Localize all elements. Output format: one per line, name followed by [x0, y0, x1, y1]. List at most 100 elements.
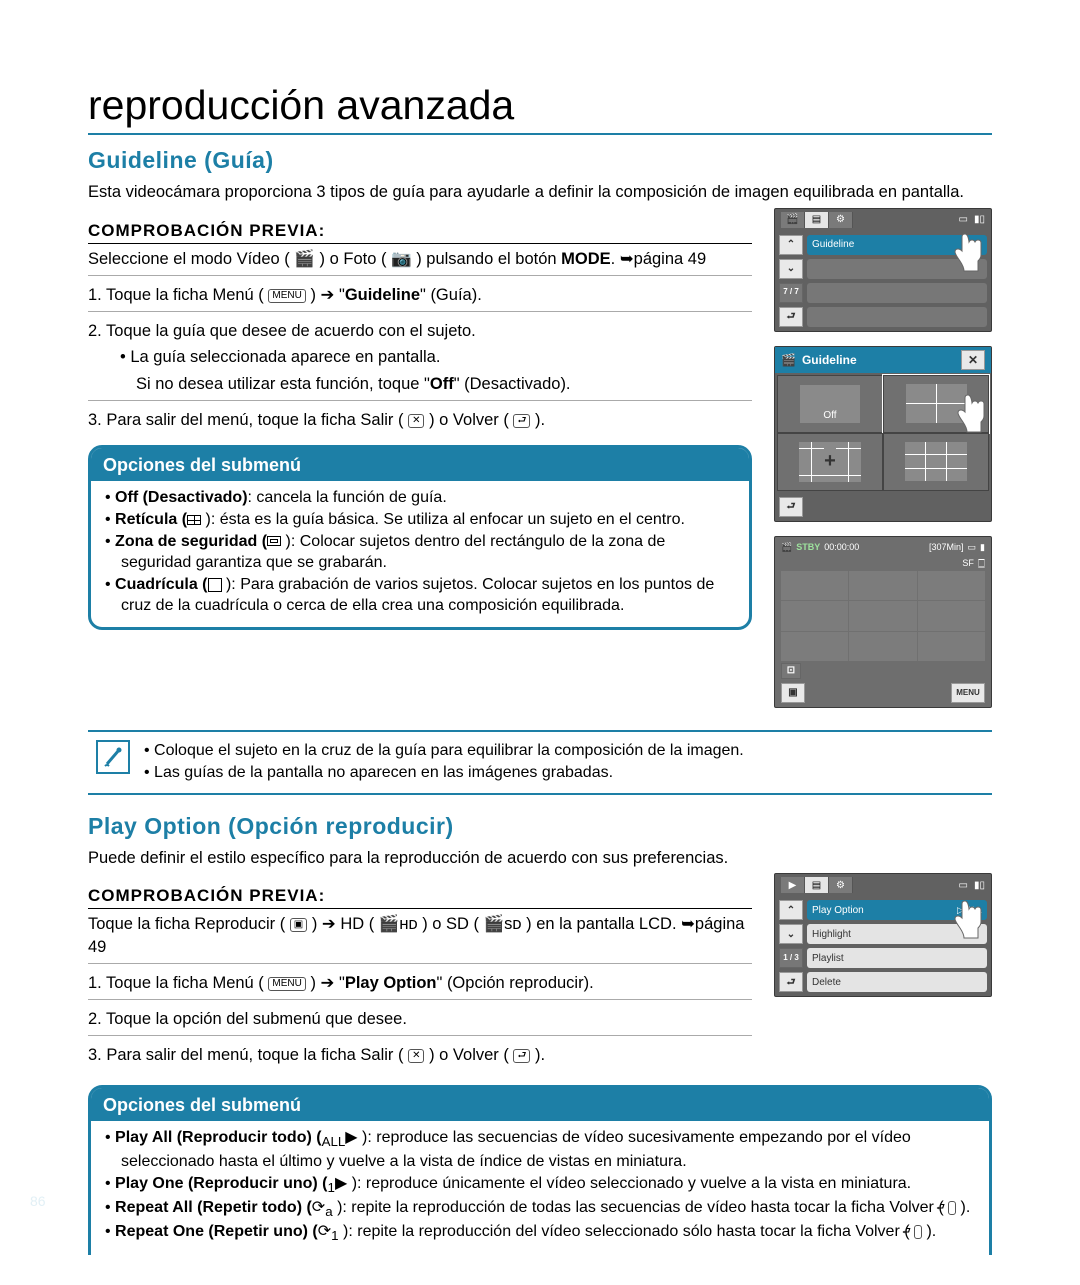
sd-icon: 🎬sᴅ — [484, 915, 522, 933]
guideline-intro: Esta videocámara proporciona 3 tipos de … — [88, 181, 992, 203]
safezone-icon — [267, 536, 281, 546]
page-number: 86 — [30, 1192, 46, 1211]
section-guideline-heading: Guideline (Guía) — [88, 145, 992, 176]
card-icon: ▭ — [959, 213, 968, 227]
back-icon: ⮐ — [914, 1225, 922, 1239]
play-menu-panel: ▶ ▤ ⚙ ▭ ▮▯ ⌃ Play Option▷ ALL ⌄ Highligh… — [774, 873, 992, 997]
battery-icon: ▮ — [980, 541, 985, 553]
size-icon: 🀆 — [978, 557, 985, 569]
video-icon: 🎬 — [294, 250, 315, 268]
option-play-all: Play All (Reproducir todo) (ALL▶ ): repr… — [121, 1127, 975, 1173]
play-precheck-line: Toque la ficha Reproducir ( ▣ ) ➔ HD ( 🎬… — [88, 913, 752, 958]
menu-icon: MENU — [268, 289, 305, 303]
play-icon: ▣ — [290, 918, 307, 932]
back-icon: ⮐ — [513, 414, 530, 428]
info-icon — [96, 740, 130, 774]
menu-icon: MENU — [268, 977, 305, 991]
grid-icon — [208, 578, 222, 592]
back-icon: ⮐ — [948, 1201, 956, 1215]
focus-icon: ⊡ — [781, 663, 801, 679]
play-options-box: Opciones del submenú Play All (Reproduci… — [88, 1085, 992, 1256]
standby-panel: 🎬 STBY 00:00:00 [307Min] ▭ ▮ SF 🀆 ⊡ ▣ ME… — [774, 536, 992, 708]
quality-icon: SF — [962, 557, 974, 569]
guideline-option-off: Off — [777, 375, 883, 433]
remaining-time: [307Min] — [929, 541, 964, 553]
option-play-one: Play One (Reproducir uno) (1▶ ): reprodu… — [121, 1173, 975, 1197]
options-heading: Opciones del submenú — [91, 1088, 989, 1121]
hd-icon: 🎬ʜᴅ — [379, 915, 418, 933]
step-3: 3. Para salir del menú, toque la ficha S… — [88, 409, 752, 431]
guideline-preview-grid — [781, 571, 985, 661]
guideline-options-box: Opciones del submenú Off (Desactivado): … — [88, 445, 752, 630]
finger-icon — [947, 896, 987, 941]
info-item-1: Coloque el sujeto en la cruz de la guía … — [160, 740, 744, 762]
tab-settings-icon: ⚙ — [829, 877, 853, 893]
play-intro: Puede definir el estilo específico para … — [88, 847, 992, 869]
reticle-icon — [187, 515, 201, 525]
tab-strip: 🎬 ▤ ⚙ — [781, 212, 853, 228]
close-button: ✕ — [961, 350, 985, 370]
finger-icon — [950, 390, 990, 435]
play-step-3: 3. Para salir del menú, toque la ficha S… — [88, 1044, 752, 1066]
menu-item-delete: Delete — [807, 972, 987, 992]
back-button: ⮐ — [779, 972, 803, 992]
option-reticle: Retícula ( ): ésta es la guía básica. Se… — [121, 509, 735, 531]
guideline-select-panel: 🎬 Guideline ✕ Off + ⮐ — [774, 346, 992, 522]
tab-settings-icon: ⚙ — [829, 212, 853, 228]
info-box: Coloque el sujeto en la cruz de la guía … — [88, 730, 992, 795]
photo-icon: 📷 — [391, 250, 412, 268]
step-2-bullet-2: Si no desea utilizar esta función, toque… — [136, 373, 752, 395]
battery-icon: ▮▯ — [974, 213, 985, 227]
finger-icon — [947, 229, 987, 274]
tab-play-icon: ▶ — [781, 877, 805, 893]
tab-list-icon: ▤ — [805, 877, 829, 893]
back-button: ⮐ — [779, 307, 803, 327]
menu-button: MENU — [951, 683, 985, 703]
precheck-label: COMPROBACIÓN PREVIA: — [88, 885, 752, 909]
option-repeat-all: Repeat All (Repetir todo) (⟳a ): repite … — [121, 1197, 975, 1221]
close-icon: ✕ — [408, 1049, 424, 1063]
section-play-heading: Play Option (Opción reproducir) — [88, 811, 992, 842]
option-grid: Cuadrícula ( ): Para grabación de varios… — [121, 574, 735, 617]
play-step-2: 2. Toque la opción del submenú que desee… — [88, 1008, 752, 1030]
options-heading: Opciones del submenú — [91, 448, 749, 481]
up-button: ⌃ — [779, 235, 803, 255]
page-indicator: 7 / 7 — [779, 283, 803, 303]
option-repeat-one: Repeat One (Repetir uno) (⟳1 ): repite l… — [121, 1221, 975, 1245]
option-safezone: Zona de seguridad ( ): Colocar sujetos d… — [121, 531, 735, 574]
camera-menu-panel: 🎬 ▤ ⚙ ▭ ▮▯ ⌃ Guideline ▷⊞ ⌄ — [774, 208, 992, 332]
down-button: ⌄ — [779, 259, 803, 279]
tab-list-icon: ▤ — [805, 212, 829, 228]
step-1: 1. Toque la ficha Menú ( MENU ) ➔ "Guide… — [88, 284, 752, 306]
guideline-option-safezone: + — [777, 433, 883, 491]
step-2: 2. Toque la guía que desee de acuerdo co… — [88, 320, 752, 342]
close-icon: ✕ — [408, 414, 424, 428]
battery-icon: ▮▯ — [974, 879, 985, 893]
tab-video-icon: 🎬 — [781, 212, 805, 228]
step-2-bullet-1: La guía seleccionada aparece en pantalla… — [136, 346, 752, 368]
guideline-option-cross — [883, 375, 989, 433]
guideline-option-grid — [883, 433, 989, 491]
page-title: reproducción avanzada — [88, 78, 992, 135]
page-indicator: 1 / 3 — [779, 948, 803, 968]
video-icon: 🎬 — [781, 352, 796, 368]
down-button: ⌄ — [779, 924, 803, 944]
card-icon: ▭ — [968, 541, 977, 553]
precheck-label: COMPROBACIÓN PREVIA: — [88, 220, 752, 244]
info-item-2: Las guías de la pantalla no aparecen en … — [160, 762, 744, 784]
card-icon: ▭ — [959, 879, 968, 893]
back-button: ⮐ — [779, 497, 803, 517]
play-button: ▣ — [781, 683, 805, 703]
guideline-body: COMPROBACIÓN PREVIA: Seleccione el modo … — [88, 208, 992, 708]
panel-title: Guideline — [802, 352, 857, 368]
timecode: 00:00:00 — [824, 541, 859, 553]
status-stby: STBY — [796, 541, 820, 553]
precheck-line: Seleccione el modo Vídeo ( 🎬 ) o Foto ( … — [88, 248, 752, 270]
up-button: ⌃ — [779, 900, 803, 920]
back-icon: ⮐ — [513, 1049, 530, 1063]
play-body: COMPROBACIÓN PREVIA: Toque la ficha Repr… — [88, 873, 992, 1070]
option-off: Off (Desactivado): cancela la función de… — [121, 487, 735, 509]
play-step-1: 1. Toque la ficha Menú ( MENU ) ➔ "Play … — [88, 972, 752, 994]
menu-item-playlist: Playlist — [807, 948, 987, 968]
video-icon: 🎬 — [781, 541, 792, 553]
